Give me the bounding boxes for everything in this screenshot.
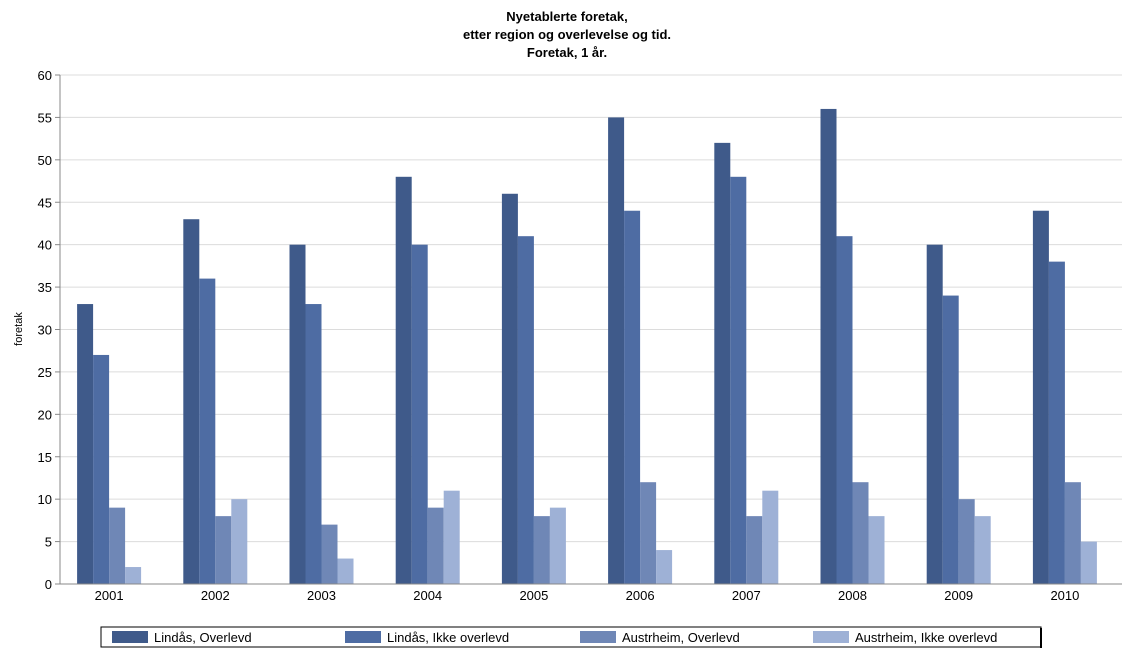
bar-series-4-2010 bbox=[1080, 541, 1097, 584]
bar-series-4-2001 bbox=[125, 567, 142, 584]
chart-title-line-1: Nyetablerte foretak, bbox=[506, 9, 627, 24]
legend-label-4: Austrheim, Ikke overlevd bbox=[855, 630, 997, 645]
y-tick-label: 30 bbox=[38, 323, 52, 338]
bar-series-1-2003 bbox=[289, 244, 306, 584]
legend-swatch-2 bbox=[345, 631, 381, 643]
bar-series-3-2005 bbox=[533, 516, 550, 584]
y-axis-label: foretak bbox=[13, 312, 25, 346]
gridlines bbox=[60, 74, 1122, 543]
legend-swatch-3 bbox=[580, 631, 616, 643]
x-tick-label: 2004 bbox=[413, 588, 442, 603]
bar-series-4-2005 bbox=[549, 507, 566, 584]
chart-title-line-2: etter region og overlevelse og tid. bbox=[463, 27, 671, 42]
x-tick-label: 2003 bbox=[307, 588, 336, 603]
x-axis-ticks: 2001 2002 2003 2004 2005 2006 2007 2008 2009 2010 bbox=[95, 588, 1080, 603]
x-tick-label: 2001 bbox=[95, 588, 124, 603]
bar-series-2-2003 bbox=[305, 304, 322, 584]
x-tick-label: 2005 bbox=[519, 588, 548, 603]
bar-series-2-2009 bbox=[942, 295, 959, 584]
bar-series-1-2007 bbox=[714, 142, 731, 584]
bar-series-3-2009 bbox=[958, 499, 975, 584]
bar-series-1-2008 bbox=[820, 108, 837, 584]
legend-label-3: Austrheim, Overlevd bbox=[622, 630, 740, 645]
y-tick-label: 20 bbox=[38, 407, 52, 422]
chart-title: Nyetablerte foretak, etter region og ove… bbox=[463, 9, 671, 60]
bar-series-3-2007 bbox=[746, 516, 763, 584]
bar-series-2-2001 bbox=[93, 354, 110, 584]
bar-series-3-2010 bbox=[1064, 482, 1081, 584]
bar-series-3-2003 bbox=[321, 524, 338, 584]
x-tick-label: 2009 bbox=[944, 588, 973, 603]
bar-series-2-2002 bbox=[199, 278, 216, 584]
bar-series-2-2005 bbox=[517, 236, 534, 584]
bar-series-4-2003 bbox=[337, 558, 354, 584]
bar-series-1-2009 bbox=[926, 244, 943, 584]
bar-series-1-2010 bbox=[1032, 210, 1049, 584]
bar-series-4-2009 bbox=[974, 516, 991, 584]
y-tick-label: 25 bbox=[38, 365, 52, 380]
legend: Lindås, Overlevd Lindås, Ikke overlevd Aus… bbox=[100, 626, 1042, 648]
x-tick-label: 2007 bbox=[732, 588, 761, 603]
axes bbox=[59, 75, 1122, 585]
bar-series-3-2008 bbox=[852, 482, 869, 584]
chart-title-line-3: Foretak, 1 år. bbox=[527, 45, 607, 60]
bar-series-3-2002 bbox=[215, 516, 232, 584]
x-tick-label: 2006 bbox=[626, 588, 655, 603]
bar-series-3-2004 bbox=[427, 507, 444, 584]
bar-series-3-2001 bbox=[109, 507, 126, 584]
legend-label-2: Lindås, Ikke overlevd bbox=[387, 630, 509, 645]
bar-series-4-2006 bbox=[656, 550, 673, 584]
bar-series-1-2002 bbox=[183, 219, 200, 584]
bar-series-1-2006 bbox=[608, 117, 625, 585]
bar-series-2-2004 bbox=[411, 244, 428, 584]
bar-series-2-2010 bbox=[1048, 261, 1065, 584]
y-tick-label: 50 bbox=[38, 153, 52, 168]
x-tick-label: 2010 bbox=[1050, 588, 1079, 603]
y-tick-label: 15 bbox=[38, 450, 52, 465]
bar-series-1-2001 bbox=[77, 304, 94, 584]
y-tick-label: 35 bbox=[38, 280, 52, 295]
bar-series-2-2007 bbox=[730, 176, 747, 585]
y-tick-label: 60 bbox=[38, 68, 52, 83]
legend-swatch-1 bbox=[112, 631, 148, 643]
y-tick-label: 10 bbox=[38, 492, 52, 507]
y-tick-label: 5 bbox=[45, 535, 52, 550]
bar-series-1-2004 bbox=[395, 176, 412, 585]
legend-swatch-4 bbox=[813, 631, 849, 643]
bars bbox=[77, 108, 1097, 585]
y-tick-label: 0 bbox=[45, 577, 52, 592]
bar-series-4-2002 bbox=[231, 499, 248, 584]
bar-series-4-2007 bbox=[762, 490, 779, 584]
x-tick-label: 2002 bbox=[201, 588, 230, 603]
bar-series-1-2005 bbox=[501, 193, 518, 584]
y-tick-label: 55 bbox=[38, 110, 52, 125]
bar-series-3-2006 bbox=[640, 482, 657, 584]
bar-series-4-2004 bbox=[443, 490, 460, 584]
x-tick-label: 2008 bbox=[838, 588, 867, 603]
legend-label-1: Lindås, Overlevd bbox=[154, 630, 252, 645]
bar-series-4-2008 bbox=[868, 516, 885, 584]
y-tick-label: 45 bbox=[38, 195, 52, 210]
y-axis-ticks: 0 5 10 15 20 25 30 35 40 45 50 55 60 bbox=[38, 68, 60, 592]
y-tick-label: 40 bbox=[38, 238, 52, 253]
bar-series-2-2006 bbox=[624, 210, 641, 584]
bar-series-2-2008 bbox=[836, 236, 853, 584]
